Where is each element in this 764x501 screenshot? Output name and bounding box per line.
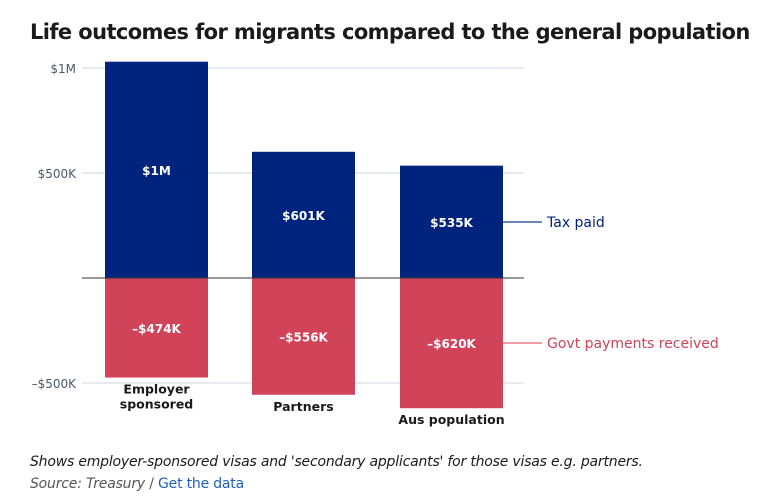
- bar-value-label: –$474K: [132, 322, 181, 336]
- govt-payments-bar: [105, 278, 208, 378]
- category-label-line: Employer: [123, 382, 190, 397]
- bar-value-label: $1M: [142, 164, 171, 178]
- category-label-line: sponsored: [120, 397, 194, 412]
- tax-paid-bar: [400, 165, 503, 278]
- govt-payments-bar: [252, 278, 355, 395]
- bar-value-label: $601K: [282, 209, 325, 223]
- bar-value-label: $535K: [430, 216, 473, 230]
- tax-paid-bar: [105, 61, 208, 279]
- chart-plot: $1M $500K –$500K $1M $601K $535K –$474K –$556K –…: [32, 61, 719, 427]
- tax-paid-bar: [252, 151, 355, 278]
- legend-govt-payments: Govt payments received: [547, 336, 719, 352]
- source-line: Source: Treasury / Get the data: [30, 476, 244, 492]
- get-the-data-link[interactable]: Get the data: [158, 476, 244, 492]
- y-tick-label: $1M: [50, 62, 76, 76]
- govt-payments-bar: [400, 278, 503, 409]
- category-label: Partners: [273, 399, 333, 414]
- footnote: Shows employer-sponsored visas and 'seco…: [30, 454, 643, 470]
- category-label: Aus population: [398, 412, 504, 427]
- bar-value-label: –$556K: [279, 330, 328, 344]
- chart-title: Life outcomes for migrants compared to t…: [30, 20, 750, 44]
- y-tick-label: $500K: [38, 167, 78, 181]
- y-tick-label: –$500K: [32, 377, 78, 391]
- source-label: Source: Treasury: [30, 476, 145, 492]
- bar-value-label: –$620K: [427, 337, 476, 351]
- category-label: Employer sponsored: [120, 382, 194, 412]
- source-separator: /: [144, 476, 159, 492]
- legend-tax-paid: Tax paid: [546, 215, 605, 231]
